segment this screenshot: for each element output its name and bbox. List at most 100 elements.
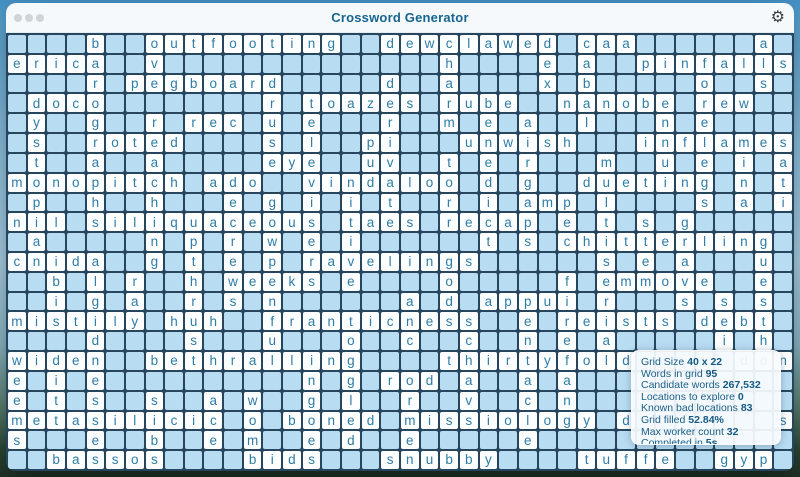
grid-cell-letter: l (263, 352, 282, 370)
grid-cell-letter: s (302, 213, 321, 232)
grid-cell-letter: n (597, 94, 616, 113)
grid-cell-empty (617, 371, 635, 390)
grid-cell-empty (165, 233, 183, 251)
grid-cell-letter: m (597, 153, 616, 172)
grid-cell-letter: p (361, 134, 380, 152)
grid-cell-letter: p (86, 173, 105, 192)
grid-cell-empty (695, 253, 714, 271)
grid-cell-empty (27, 272, 46, 291)
grid-cell-empty (361, 35, 380, 53)
grid-cell-empty (204, 272, 223, 291)
grid-cell-letter: t (184, 352, 203, 370)
grid-cell-letter: a (676, 253, 694, 271)
grid-cell-letter: r (440, 193, 458, 212)
grid-cell-empty (440, 134, 458, 152)
grid-cell-empty (577, 253, 596, 271)
grid-cell-empty (106, 153, 124, 172)
grid-cell-empty (342, 292, 360, 311)
grid-cell-empty (695, 451, 714, 469)
grid-cell-empty (479, 253, 498, 271)
grid-cell-empty (420, 431, 439, 450)
grid-cell-empty (617, 193, 635, 212)
traffic-light-dot-3[interactable] (36, 13, 44, 22)
grid-cell-empty (774, 35, 792, 53)
grid-cell-letter: r (283, 312, 301, 331)
grid-cell-letter: u (656, 153, 675, 172)
grid-cell-empty (8, 134, 26, 152)
grid-cell-letter: d (66, 253, 85, 271)
grid-cell-empty (283, 292, 301, 311)
grid-cell-letter: r (518, 153, 537, 172)
grid-cell-letter: b (47, 451, 65, 469)
grid-cell-letter: i (263, 451, 282, 469)
grid-cell-letter: r (263, 94, 282, 113)
grid-cell-empty (381, 352, 399, 370)
settings-gear-icon[interactable]: ⚙ (770, 8, 785, 26)
grid-cell-letter: s (695, 193, 714, 212)
grid-cell-empty (8, 292, 26, 311)
grid-cell-letter: u (597, 173, 616, 192)
grid-cell-letter: l (735, 54, 753, 73)
grid-cell-letter: e (342, 411, 360, 430)
grid-cell-empty (676, 35, 694, 53)
grid-cell-letter: t (27, 153, 46, 172)
grid-cell-empty (499, 54, 517, 73)
grid-cell-letter: l (283, 352, 301, 370)
grid-cell-letter: e (302, 153, 321, 172)
grid-cell-letter: s (400, 94, 419, 113)
grid-cell-empty (66, 431, 85, 450)
grid-cell-letter: s (86, 411, 105, 430)
grid-cell-empty (224, 451, 242, 469)
grid-cell-empty (518, 253, 537, 271)
grid-cell-empty (400, 54, 419, 73)
grid-cell-letter: i (715, 332, 734, 351)
grid-cell-empty (538, 312, 557, 331)
grid-cell-empty (165, 272, 183, 291)
grid-cell-letter: n (47, 173, 65, 192)
grid-cell-empty (106, 114, 124, 133)
grid-cell-empty (184, 431, 203, 450)
grid-cell-letter: l (125, 411, 144, 430)
grid-cell-letter: m (440, 114, 458, 133)
grid-cell-letter: u (361, 153, 380, 172)
grid-cell-letter: t (479, 233, 498, 251)
grid-cell-letter: n (263, 292, 282, 311)
grid-cell-letter: l (597, 193, 616, 212)
grid-cell-empty (715, 272, 734, 291)
grid-cell-empty (499, 451, 517, 469)
traffic-light-dot-1[interactable] (14, 13, 22, 22)
grid-cell-letter: e (302, 431, 321, 450)
grid-cell-empty (322, 213, 341, 232)
grid-cell-letter: r (27, 54, 46, 73)
grid-cell-empty (106, 54, 124, 73)
grid-cell-empty (676, 153, 694, 172)
grid-cell-letter: r (243, 74, 262, 93)
grid-cell-empty (617, 213, 635, 232)
grid-cell-letter: e (342, 272, 360, 291)
grid-cell-empty (8, 193, 26, 212)
grid-cell-letter: d (361, 173, 380, 192)
grid-cell-letter: g (263, 193, 282, 212)
grid-cell-letter: b (636, 94, 655, 113)
grid-cell-empty (66, 233, 85, 251)
grid-cell-letter: i (656, 54, 675, 73)
grid-cell-letter: a (597, 332, 616, 351)
grid-cell-letter: e (597, 272, 616, 291)
grid-cell-empty (361, 114, 380, 133)
grid-cell-empty (263, 391, 282, 410)
grid-cell-letter: i (342, 193, 360, 212)
stats-line: Locations to explore 0 (641, 390, 744, 403)
grid-cell-letter: d (361, 411, 380, 430)
grid-cell-letter: h (145, 193, 164, 212)
grid-cell-empty (715, 114, 734, 133)
grid-cell-empty (125, 431, 144, 450)
grid-cell-empty (106, 352, 124, 370)
grid-cell-empty (283, 431, 301, 450)
traffic-light-dot-2[interactable] (25, 13, 33, 22)
grid-cell-letter: c (558, 233, 576, 251)
grid-cell-letter: e (8, 391, 26, 410)
grid-cell-empty (106, 431, 124, 450)
grid-cell-empty (66, 272, 85, 291)
grid-cell-empty (125, 54, 144, 73)
grid-cell-letter: r (302, 253, 321, 271)
